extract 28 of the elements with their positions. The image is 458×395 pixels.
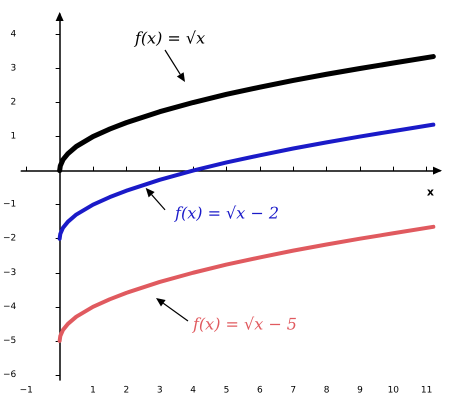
y-tick-label: −6 [2,370,17,380]
x-tick-label: 7 [290,386,296,395]
y-tick-label: −4 [2,302,17,312]
x-tick-label: 1 [90,386,96,395]
y-tick-label: −2 [2,234,16,244]
x-tick-label: 10 [388,386,400,395]
x-tick-label: 3 [156,386,163,395]
annotation: f(x) = √x − 2 [174,203,280,222]
y-tick-label: −3 [2,268,16,278]
line-series [58,122,436,241]
y-tick-label: −5 [2,336,16,346]
annotation: f(x) = √x − 5 [192,314,297,334]
y-tick-label: 4 [10,29,17,40]
y-tick-label: −1 [2,200,16,210]
y-tick-label: 3 [10,63,16,74]
x-tick-label: 8 [324,386,330,395]
line-series [58,224,436,343]
x-tick-label: 11 [420,386,432,395]
x-axis-title: x [426,186,434,199]
x-tick-label: 4 [190,386,196,395]
y-tick-label: 2 [10,98,16,108]
annotation: f(x) = √x [134,28,206,48]
y-tick-label: 1 [10,132,16,142]
x-tick-label: 2 [124,386,130,395]
x-tick-label: 9 [357,386,364,395]
x-tick-label: 6 [256,386,263,395]
x-tick-label: 5 [224,386,230,395]
x-tick-label: −1 [20,386,33,395]
